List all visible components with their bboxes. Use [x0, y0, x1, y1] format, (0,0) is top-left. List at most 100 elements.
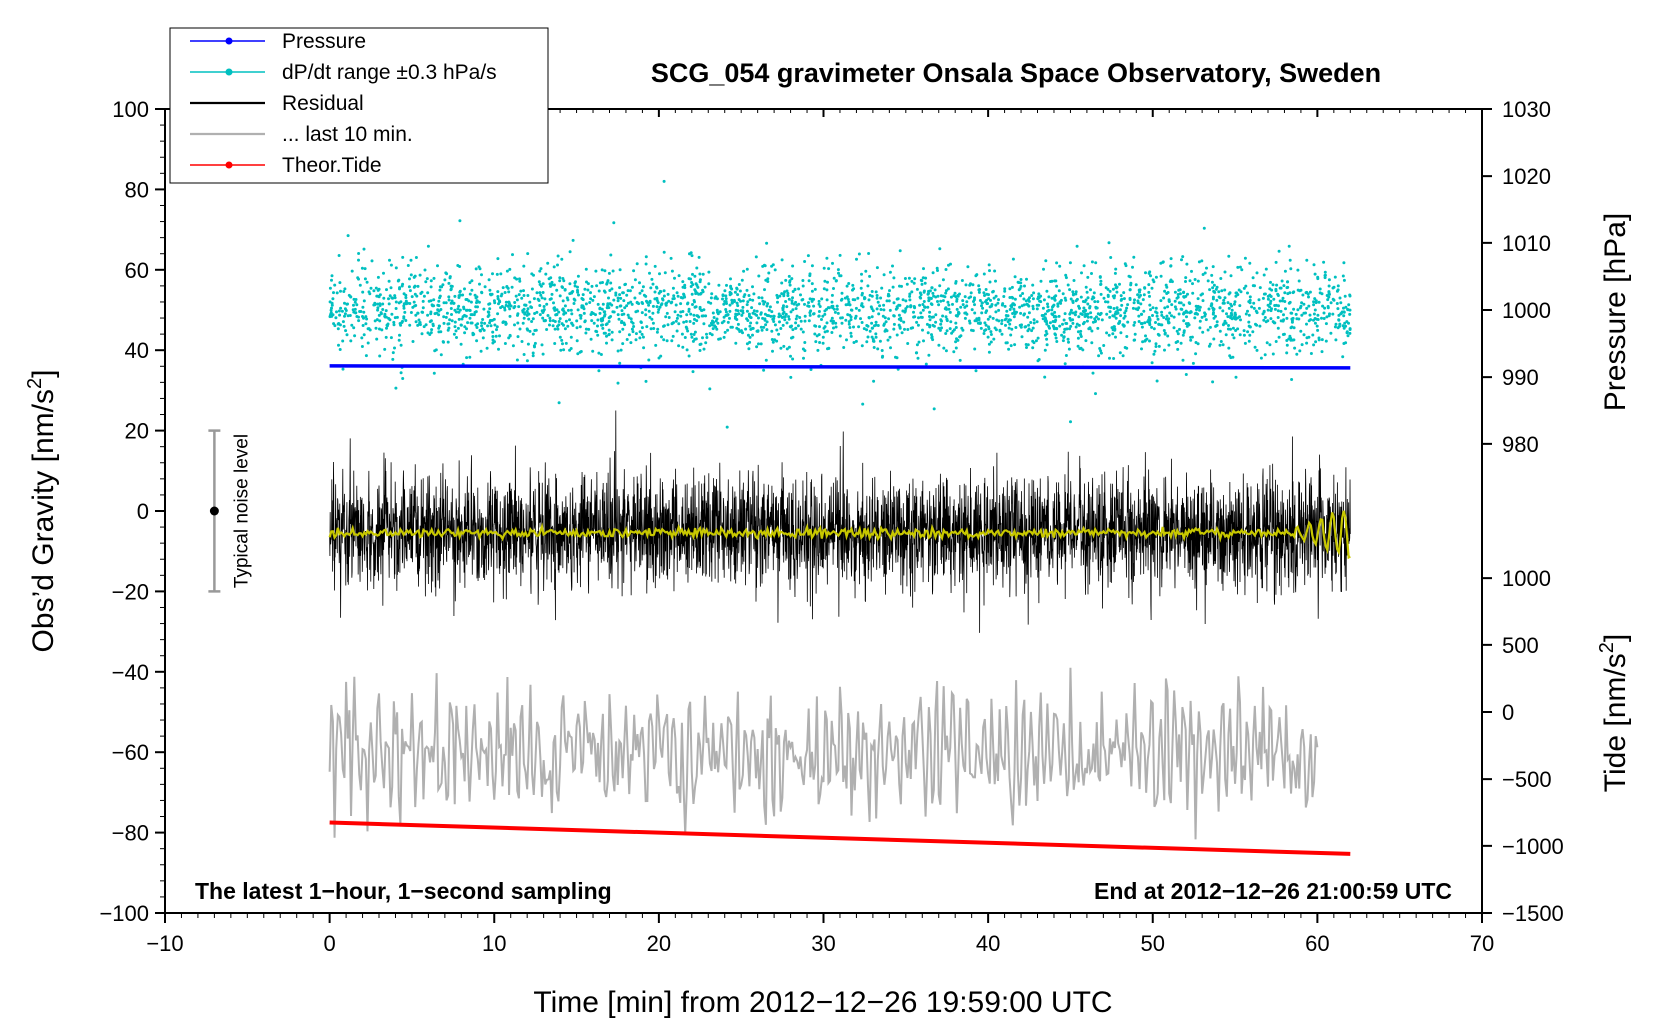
dpdt-point — [618, 361, 622, 365]
dpdt-point — [1069, 308, 1073, 312]
dpdt-point — [1295, 317, 1299, 321]
dpdt-point — [723, 330, 727, 334]
dpdt-point — [496, 290, 500, 294]
dpdt-point — [634, 338, 638, 342]
dpdt-point — [835, 307, 839, 311]
dpdt-point — [1060, 333, 1064, 337]
dpdt-point — [1170, 314, 1173, 318]
dpdt-point — [801, 279, 805, 282]
dpdt-point — [606, 304, 610, 307]
dpdt-point — [829, 319, 833, 323]
dpdt-point — [384, 309, 388, 313]
dpdt-point — [1112, 357, 1116, 360]
dpdt-point — [499, 272, 503, 276]
dpdt-point — [1334, 338, 1338, 342]
dpdt-point — [760, 296, 764, 300]
dpdt-point — [600, 307, 604, 311]
dpdt-point — [437, 304, 441, 308]
dpdt-point — [331, 297, 335, 301]
dpdt-point — [378, 304, 382, 307]
dpdt-point — [1348, 331, 1352, 335]
dpdt-point — [1314, 299, 1318, 303]
dpdt-point — [511, 344, 515, 348]
dpdt-point — [1208, 325, 1212, 329]
dpdt-point — [1131, 265, 1134, 269]
dpdt-point — [1151, 314, 1154, 317]
dpdt-point — [1121, 354, 1125, 358]
dpdt-point — [378, 354, 382, 358]
dpdt-point — [851, 288, 854, 292]
dpdt-point — [1068, 327, 1072, 331]
dpdt-point — [1196, 279, 1200, 283]
dpdt-point — [1120, 303, 1124, 307]
dpdt-point — [1327, 284, 1331, 288]
dpdt-point — [1079, 335, 1083, 338]
dpdt-point — [662, 294, 666, 298]
dpdt-point — [1282, 313, 1285, 317]
dpdt-point — [750, 306, 754, 310]
dpdt-point — [395, 315, 399, 319]
dpdt-point — [781, 306, 785, 309]
dpdt-point — [864, 269, 868, 273]
dpdt-point — [1074, 292, 1078, 296]
dpdt-point — [1123, 262, 1127, 266]
dpdt-point — [569, 308, 573, 312]
legend-label: ... last 10 min. — [282, 123, 413, 146]
dpdt-point — [1169, 257, 1173, 261]
dpdt-point — [412, 300, 416, 304]
dpdt-point — [1305, 306, 1309, 310]
dpdt-point — [869, 305, 873, 309]
dpdt-point — [1141, 298, 1145, 302]
dpdt-point — [724, 300, 728, 303]
dpdt-point — [745, 288, 749, 292]
y-axis-title-tide: Tide [nm/s2] — [1596, 634, 1632, 792]
dpdt-point — [1344, 324, 1348, 328]
dpdt-point — [710, 292, 714, 296]
dpdt-point — [638, 291, 642, 295]
dpdt-point — [600, 323, 603, 327]
dpdt-point — [1055, 261, 1059, 265]
dpdt-point — [556, 254, 560, 258]
dpdt-point — [758, 302, 762, 306]
dpdt-point — [476, 322, 480, 326]
dpdt-point — [673, 310, 677, 314]
dpdt-point — [1053, 297, 1057, 301]
dpdt-point — [730, 301, 734, 305]
dpdt-point — [361, 290, 365, 294]
dpdt-point — [1136, 301, 1140, 305]
dpdt-point — [487, 278, 491, 282]
dpdt-point — [620, 313, 624, 317]
dpdt-point — [941, 278, 945, 282]
dpdt-point — [1227, 306, 1231, 310]
dpdt-point — [1049, 280, 1052, 283]
dpdt-point — [1307, 335, 1311, 339]
dpdt-point — [721, 294, 725, 298]
dpdt-point — [1278, 299, 1282, 303]
dpdt-point — [1147, 271, 1151, 275]
dpdt-point — [1051, 324, 1055, 328]
dpdt-point — [763, 264, 767, 268]
dpdt-point — [882, 273, 886, 277]
dpdt-point — [548, 282, 552, 286]
dpdt-point — [1093, 300, 1097, 304]
dpdt-point — [1046, 302, 1049, 306]
dpdt-point — [1269, 309, 1273, 313]
dpdt-point — [340, 309, 344, 313]
dpdt-point — [429, 310, 433, 314]
dpdt-point — [778, 294, 782, 298]
dpdt-point — [334, 316, 338, 320]
dpdt-point — [1089, 288, 1092, 292]
dpdt-point — [1114, 316, 1118, 320]
dpdt-point — [849, 308, 853, 312]
dpdt-point — [1247, 324, 1251, 328]
dpdt-point — [985, 309, 989, 313]
dpdt-point — [995, 318, 999, 322]
dpdt-point — [1073, 313, 1077, 317]
dpdt-point — [1029, 321, 1033, 324]
dpdt-point — [525, 359, 529, 363]
dpdt-point — [1009, 344, 1013, 348]
dpdt-point — [1167, 299, 1171, 303]
dpdt-point — [934, 320, 938, 324]
dpdt-point — [915, 320, 919, 324]
dpdt-point — [1226, 327, 1230, 331]
